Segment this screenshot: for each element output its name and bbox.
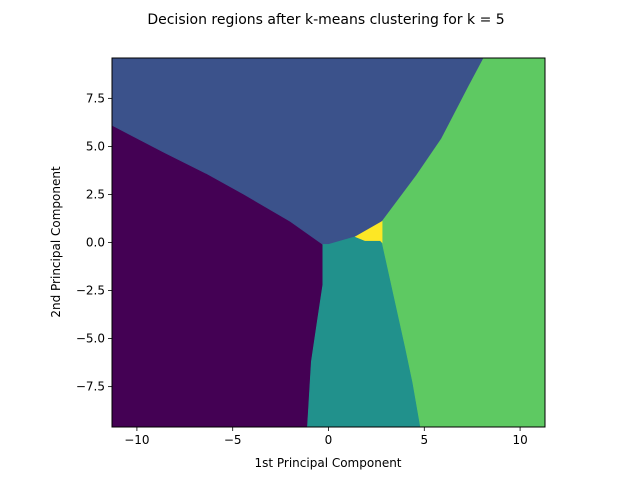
chart-title: Decision regions after k-means clusterin…	[147, 12, 504, 28]
y-tick-label: 5.0	[86, 139, 105, 153]
y-tick-label: −7.5	[76, 380, 105, 394]
y-axis-ticks: −7.5 −5.0 −2.5 0.0 2.5 5.0 7.5	[76, 91, 112, 394]
y-tick-label: 7.5	[86, 91, 105, 105]
x-tick-label: 0	[325, 433, 333, 447]
y-tick-label: 0.0	[86, 236, 105, 250]
y-tick-label: −2.5	[76, 284, 105, 298]
x-tick-label: 5	[420, 433, 428, 447]
y-tick-label: −5.0	[76, 332, 105, 346]
region-layer	[111, 57, 546, 428]
y-axis-label: 2nd Principal Component	[49, 166, 63, 318]
y-tick-label: 2.5	[86, 187, 105, 201]
x-tick-label: −5	[224, 433, 242, 447]
x-tick-label: −10	[124, 433, 149, 447]
x-axis-ticks: −10 −5 0 5 10	[124, 427, 528, 447]
x-axis-label: 1st Principal Component	[254, 456, 401, 470]
x-tick-label: 10	[512, 433, 527, 447]
region-cluster-4	[354, 220, 383, 244]
